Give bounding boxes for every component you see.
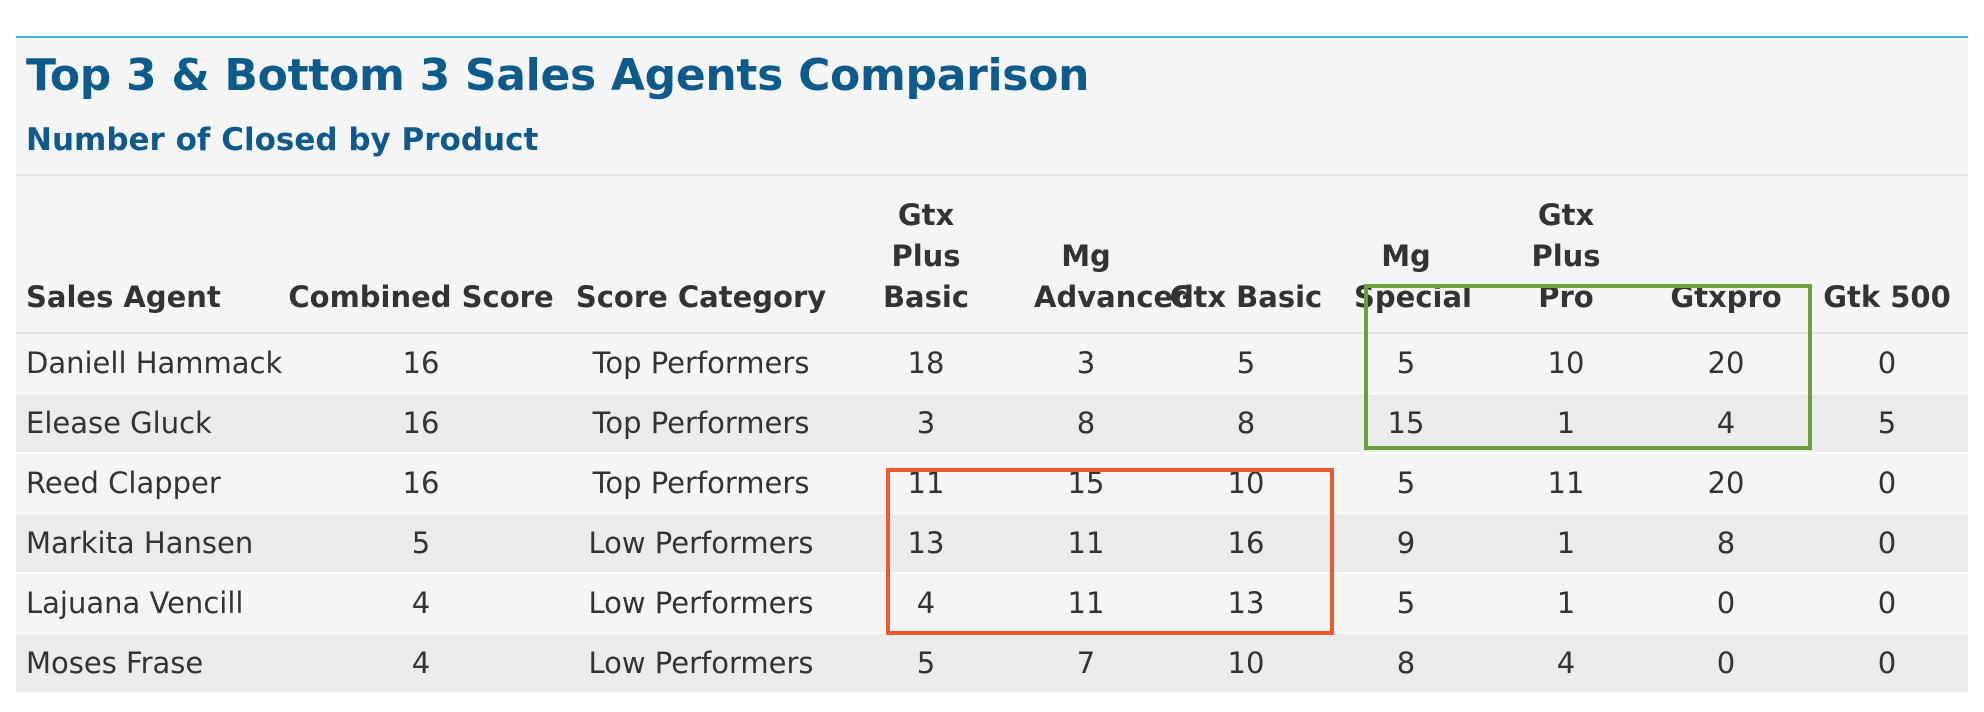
cell-mg-advanced: 11 — [1006, 513, 1166, 574]
report-subtitle: Number of Closed by Product — [26, 122, 539, 158]
cell-mg-advanced: 15 — [1006, 453, 1166, 514]
cell-gtx-plus-basic: 5 — [846, 633, 1006, 694]
cell-gtk-500: 5 — [1806, 393, 1968, 454]
cell-gtxpro: 8 — [1646, 513, 1806, 574]
cell-combined-score: 4 — [286, 573, 556, 634]
cell-mg-advanced: 7 — [1006, 633, 1166, 694]
cell-combined-score: 16 — [286, 333, 556, 394]
cell-score-category: Top Performers — [556, 453, 846, 514]
cell-mg-special: 5 — [1326, 333, 1486, 394]
cell-gtx-basic: 10 — [1166, 633, 1326, 694]
cell-combined-score: 16 — [286, 393, 556, 454]
cell-gtx-plus-pro: 1 — [1486, 393, 1646, 454]
cell-gtk-500: 0 — [1806, 453, 1968, 514]
cell-sales-agent: Elease Gluck — [16, 393, 286, 454]
report-panel: Top 3 & Bottom 3 Sales Agents Comparison… — [16, 36, 1968, 694]
cell-combined-score: 4 — [286, 633, 556, 694]
cell-gtk-500: 0 — [1806, 633, 1968, 694]
table-body: Daniell Hammack 16 Top Performers 18 3 5… — [16, 333, 1968, 694]
col-header-gtx-basic[interactable]: Gtx Basic — [1166, 176, 1326, 334]
cell-gtxpro: 20 — [1646, 333, 1806, 394]
cell-gtx-basic: 16 — [1166, 513, 1326, 574]
header-divider — [16, 174, 1968, 176]
cell-mg-special: 15 — [1326, 393, 1486, 454]
cell-sales-agent: Daniell Hammack — [16, 333, 286, 394]
cell-gtk-500: 0 — [1806, 573, 1968, 634]
col-header-gtxpro[interactable]: Gtxpro — [1646, 176, 1806, 334]
cell-mg-advanced: 11 — [1006, 573, 1166, 634]
col-header-gtk-500[interactable]: Gtk 500 — [1806, 176, 1968, 334]
cell-gtk-500: 0 — [1806, 513, 1968, 574]
col-header-mg-advanced[interactable]: Mg Advanced — [1006, 176, 1194, 334]
table-header: Sales Agent Combined Score Score Categor… — [16, 176, 1968, 334]
cell-sales-agent: Lajuana Vencill — [16, 573, 286, 634]
cell-score-category: Top Performers — [556, 393, 846, 454]
col-header-sales-agent[interactable]: Sales Agent — [16, 176, 286, 334]
table-row: Daniell Hammack 16 Top Performers 18 3 5… — [16, 333, 1968, 394]
cell-mg-special: 5 — [1326, 573, 1486, 634]
cell-score-category: Low Performers — [556, 573, 846, 634]
cell-score-category: Low Performers — [556, 513, 846, 574]
cell-gtx-plus-pro: 10 — [1486, 333, 1646, 394]
cell-gtx-basic: 13 — [1166, 573, 1326, 634]
cell-gtx-plus-basic: 4 — [846, 573, 1006, 634]
cell-gtx-plus-basic: 18 — [846, 333, 1006, 394]
cell-combined-score: 5 — [286, 513, 556, 574]
cell-mg-special: 5 — [1326, 453, 1486, 514]
cell-gtx-basic: 10 — [1166, 453, 1326, 514]
cell-gtx-basic: 8 — [1166, 393, 1326, 454]
cell-mg-special: 8 — [1326, 633, 1486, 694]
cell-score-category: Low Performers — [556, 633, 846, 694]
col-header-gtx-plus-pro[interactable]: Gtx Plus Pro — [1486, 176, 1646, 334]
cell-gtx-plus-basic: 11 — [846, 453, 1006, 514]
col-header-combined-score[interactable]: Combined Score — [286, 176, 556, 334]
cell-sales-agent: Reed Clapper — [16, 453, 286, 514]
table-row: Elease Gluck 16 Top Performers 3 8 8 15 … — [16, 393, 1968, 454]
cell-gtxpro: 0 — [1646, 633, 1806, 694]
cell-gtxpro: 0 — [1646, 573, 1806, 634]
report-title: Top 3 & Bottom 3 Sales Agents Comparison — [26, 50, 1090, 101]
cell-gtx-basic: 5 — [1166, 333, 1326, 394]
cell-gtk-500: 0 — [1806, 333, 1968, 394]
table-row: Lajuana Vencill 4 Low Performers 4 11 13… — [16, 573, 1968, 634]
cell-combined-score: 16 — [286, 453, 556, 514]
col-header-mg-special[interactable]: Mg Special — [1326, 176, 1486, 334]
table-row: Markita Hansen 5 Low Performers 13 11 16… — [16, 513, 1968, 574]
cell-gtxpro: 4 — [1646, 393, 1806, 454]
cell-gtxpro: 20 — [1646, 453, 1806, 514]
table-row: Moses Frase 4 Low Performers 5 7 10 8 4 … — [16, 633, 1968, 694]
cell-gtx-plus-pro: 1 — [1486, 513, 1646, 574]
col-header-gtx-plus-basic[interactable]: Gtx Plus Basic — [846, 176, 1006, 334]
cell-gtx-plus-basic: 3 — [846, 393, 1006, 454]
cell-gtx-plus-pro: 11 — [1486, 453, 1646, 514]
col-header-score-category[interactable]: Score Category — [556, 176, 846, 334]
cell-gtx-plus-pro: 1 — [1486, 573, 1646, 634]
cell-sales-agent: Markita Hansen — [16, 513, 286, 574]
agents-table: Sales Agent Combined Score Score Categor… — [16, 176, 1968, 694]
cell-gtx-plus-pro: 4 — [1486, 633, 1646, 694]
cell-mg-special: 9 — [1326, 513, 1486, 574]
cell-mg-advanced: 8 — [1006, 393, 1166, 454]
cell-gtx-plus-basic: 13 — [846, 513, 1006, 574]
table-row: Reed Clapper 16 Top Performers 11 15 10 … — [16, 453, 1968, 514]
cell-mg-advanced: 3 — [1006, 333, 1166, 394]
cell-score-category: Top Performers — [556, 333, 846, 394]
cell-sales-agent: Moses Frase — [16, 633, 286, 694]
